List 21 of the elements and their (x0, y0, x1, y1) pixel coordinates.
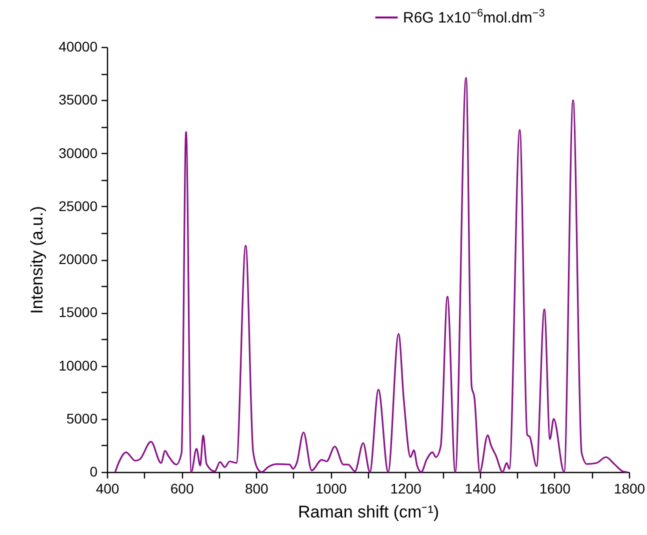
y-tick-label: 20000 (58, 251, 98, 267)
x-tick-label: 800 (244, 480, 269, 496)
line-series (114, 77, 628, 473)
y-tick-label: 10000 (58, 357, 98, 374)
x-tick-label: 1200 (390, 480, 422, 496)
x-tick-label: 1000 (316, 480, 347, 496)
y-axis-title: Intensity (a.u.) (28, 206, 47, 314)
x-tick-label: 1400 (464, 480, 496, 496)
x-tick-label: 1800 (614, 480, 646, 496)
x-axis-title: Raman shift (cm⁻¹) (298, 502, 440, 522)
x-tick-label: 400 (96, 480, 120, 496)
y-tick-label: 15000 (58, 304, 98, 320)
legend-label: R6G 1x10$^{−6}$mol.dm$^{−3}$ (403, 8, 545, 26)
x-tick-label: 600 (170, 480, 194, 496)
y-tick-label: 5000 (66, 410, 98, 426)
y-tick-label: 40000 (58, 38, 98, 54)
y-tick-label: 0 (90, 464, 98, 480)
y-tick-label: 30000 (58, 144, 98, 161)
x-tick-label: 1600 (539, 480, 571, 496)
y-tick-label: 35000 (58, 92, 98, 108)
y-tick-label: 25000 (58, 198, 98, 214)
